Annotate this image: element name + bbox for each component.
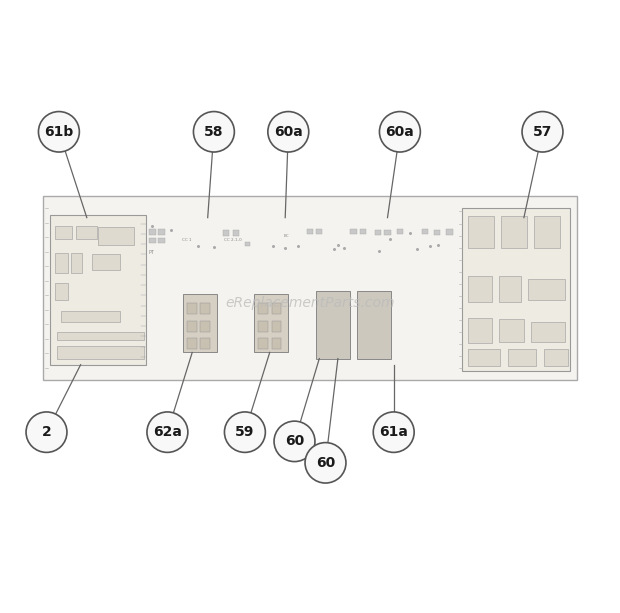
- FancyBboxPatch shape: [57, 346, 144, 359]
- FancyBboxPatch shape: [57, 332, 144, 340]
- FancyBboxPatch shape: [258, 303, 268, 314]
- Circle shape: [193, 112, 234, 152]
- FancyBboxPatch shape: [98, 227, 134, 245]
- FancyBboxPatch shape: [508, 349, 536, 366]
- Circle shape: [147, 412, 188, 452]
- Text: 62a: 62a: [153, 425, 182, 439]
- FancyBboxPatch shape: [462, 208, 570, 371]
- FancyBboxPatch shape: [43, 196, 577, 380]
- FancyBboxPatch shape: [92, 254, 120, 270]
- FancyBboxPatch shape: [499, 276, 521, 302]
- Text: 59: 59: [235, 425, 255, 439]
- FancyBboxPatch shape: [254, 294, 288, 352]
- FancyBboxPatch shape: [422, 229, 428, 234]
- FancyBboxPatch shape: [468, 318, 492, 343]
- FancyBboxPatch shape: [531, 322, 565, 342]
- FancyBboxPatch shape: [55, 253, 68, 273]
- Text: 61b: 61b: [44, 125, 74, 139]
- Text: BC: BC: [283, 234, 290, 238]
- FancyBboxPatch shape: [316, 229, 322, 234]
- Text: 60a: 60a: [386, 125, 414, 139]
- FancyBboxPatch shape: [245, 242, 250, 246]
- Circle shape: [305, 443, 346, 483]
- FancyBboxPatch shape: [397, 229, 403, 234]
- Text: 60a: 60a: [274, 125, 303, 139]
- FancyBboxPatch shape: [316, 291, 350, 359]
- FancyBboxPatch shape: [158, 229, 165, 235]
- Text: 61a: 61a: [379, 425, 408, 439]
- Circle shape: [224, 412, 265, 452]
- Text: CC 1: CC 1: [182, 238, 192, 242]
- FancyBboxPatch shape: [232, 230, 239, 236]
- FancyBboxPatch shape: [307, 229, 313, 234]
- FancyBboxPatch shape: [350, 229, 356, 234]
- FancyBboxPatch shape: [55, 283, 68, 300]
- FancyBboxPatch shape: [200, 303, 210, 314]
- FancyBboxPatch shape: [468, 216, 494, 248]
- FancyBboxPatch shape: [534, 216, 560, 248]
- FancyBboxPatch shape: [71, 253, 82, 273]
- Circle shape: [274, 421, 315, 462]
- FancyBboxPatch shape: [384, 230, 391, 235]
- FancyBboxPatch shape: [356, 291, 391, 359]
- Text: PT: PT: [149, 250, 155, 256]
- FancyBboxPatch shape: [272, 338, 281, 349]
- Circle shape: [522, 112, 563, 152]
- FancyBboxPatch shape: [187, 303, 197, 314]
- FancyBboxPatch shape: [468, 349, 500, 366]
- FancyBboxPatch shape: [183, 294, 217, 352]
- Text: 60: 60: [285, 435, 304, 448]
- FancyBboxPatch shape: [76, 226, 97, 239]
- Circle shape: [26, 412, 67, 452]
- FancyBboxPatch shape: [61, 311, 120, 322]
- FancyBboxPatch shape: [187, 321, 197, 332]
- FancyBboxPatch shape: [200, 338, 210, 349]
- Text: eReplacementParts.com: eReplacementParts.com: [225, 297, 395, 310]
- FancyBboxPatch shape: [375, 230, 381, 235]
- FancyBboxPatch shape: [499, 319, 524, 342]
- FancyBboxPatch shape: [258, 321, 268, 332]
- FancyBboxPatch shape: [272, 303, 281, 314]
- FancyBboxPatch shape: [528, 279, 565, 300]
- Text: 60: 60: [316, 456, 335, 470]
- FancyBboxPatch shape: [272, 321, 281, 332]
- FancyBboxPatch shape: [434, 230, 440, 235]
- FancyBboxPatch shape: [544, 349, 568, 366]
- Text: 58: 58: [204, 125, 224, 139]
- FancyBboxPatch shape: [501, 216, 527, 248]
- FancyBboxPatch shape: [258, 338, 268, 349]
- Circle shape: [268, 112, 309, 152]
- Circle shape: [379, 112, 420, 152]
- Text: 2: 2: [42, 425, 51, 439]
- Text: 57: 57: [533, 125, 552, 139]
- Circle shape: [373, 412, 414, 452]
- FancyBboxPatch shape: [50, 215, 146, 365]
- FancyBboxPatch shape: [158, 238, 165, 243]
- FancyBboxPatch shape: [187, 338, 197, 349]
- FancyBboxPatch shape: [446, 229, 453, 235]
- FancyBboxPatch shape: [149, 238, 156, 243]
- Circle shape: [38, 112, 79, 152]
- FancyBboxPatch shape: [468, 276, 492, 302]
- FancyBboxPatch shape: [55, 226, 72, 239]
- FancyBboxPatch shape: [360, 229, 366, 234]
- FancyBboxPatch shape: [149, 229, 156, 235]
- FancyBboxPatch shape: [223, 230, 229, 236]
- FancyBboxPatch shape: [200, 321, 210, 332]
- Text: CC 2-1-0: CC 2-1-0: [224, 238, 241, 242]
